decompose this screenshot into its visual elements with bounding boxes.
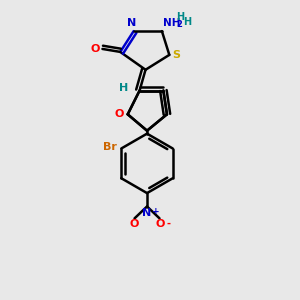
Text: S: S [172, 50, 180, 60]
Text: O: O [155, 219, 165, 229]
Text: +: + [152, 207, 159, 216]
Text: Br: Br [103, 142, 117, 152]
Text: H: H [176, 12, 184, 22]
Text: N: N [127, 17, 136, 28]
Text: O: O [130, 219, 139, 229]
Text: O: O [115, 109, 124, 119]
Text: H: H [119, 83, 128, 93]
Text: O: O [90, 44, 100, 54]
Text: NH: NH [164, 17, 181, 28]
Text: H: H [183, 17, 191, 27]
Text: -: - [166, 218, 170, 228]
Text: 2: 2 [177, 20, 183, 29]
Text: N: N [142, 208, 151, 218]
